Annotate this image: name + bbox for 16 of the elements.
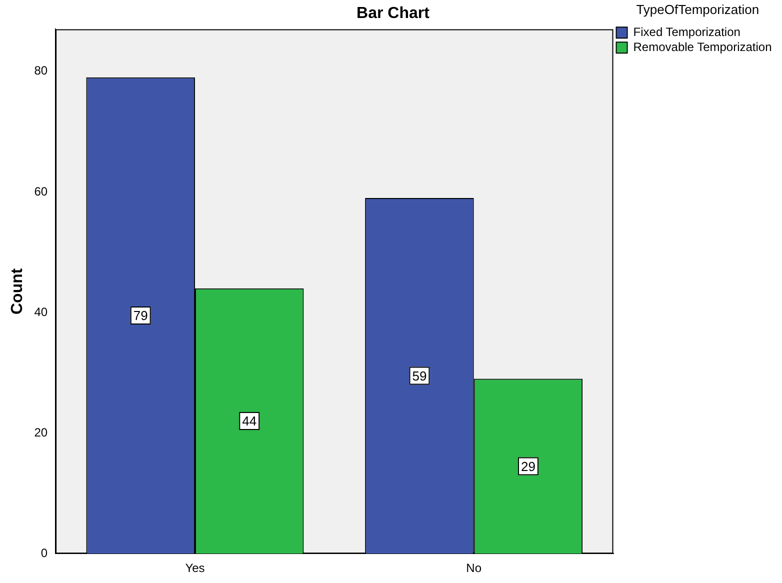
chart-title: Bar Chart bbox=[356, 5, 430, 22]
x-tick-label: Yes bbox=[185, 561, 205, 576]
data-label: 44 bbox=[242, 414, 257, 429]
y-tick-label: 0 bbox=[40, 546, 48, 560]
legend-title: TypeOfTemporization bbox=[636, 2, 760, 18]
y-tick-label: 80 bbox=[34, 64, 48, 78]
data-label: 59 bbox=[412, 368, 427, 384]
legend-label: Removable Temporization bbox=[633, 40, 772, 54]
y-tick-label: 40 bbox=[34, 304, 48, 319]
x-tick-label: No bbox=[466, 561, 482, 576]
y-axis-title: Count bbox=[9, 268, 26, 314]
y-tick-label: 20 bbox=[34, 425, 48, 440]
data-label: 79 bbox=[133, 308, 148, 324]
y-tick-label: 60 bbox=[34, 184, 48, 198]
data-label: 29 bbox=[520, 458, 536, 474]
legend-label: Fixed Temporization bbox=[633, 24, 740, 39]
